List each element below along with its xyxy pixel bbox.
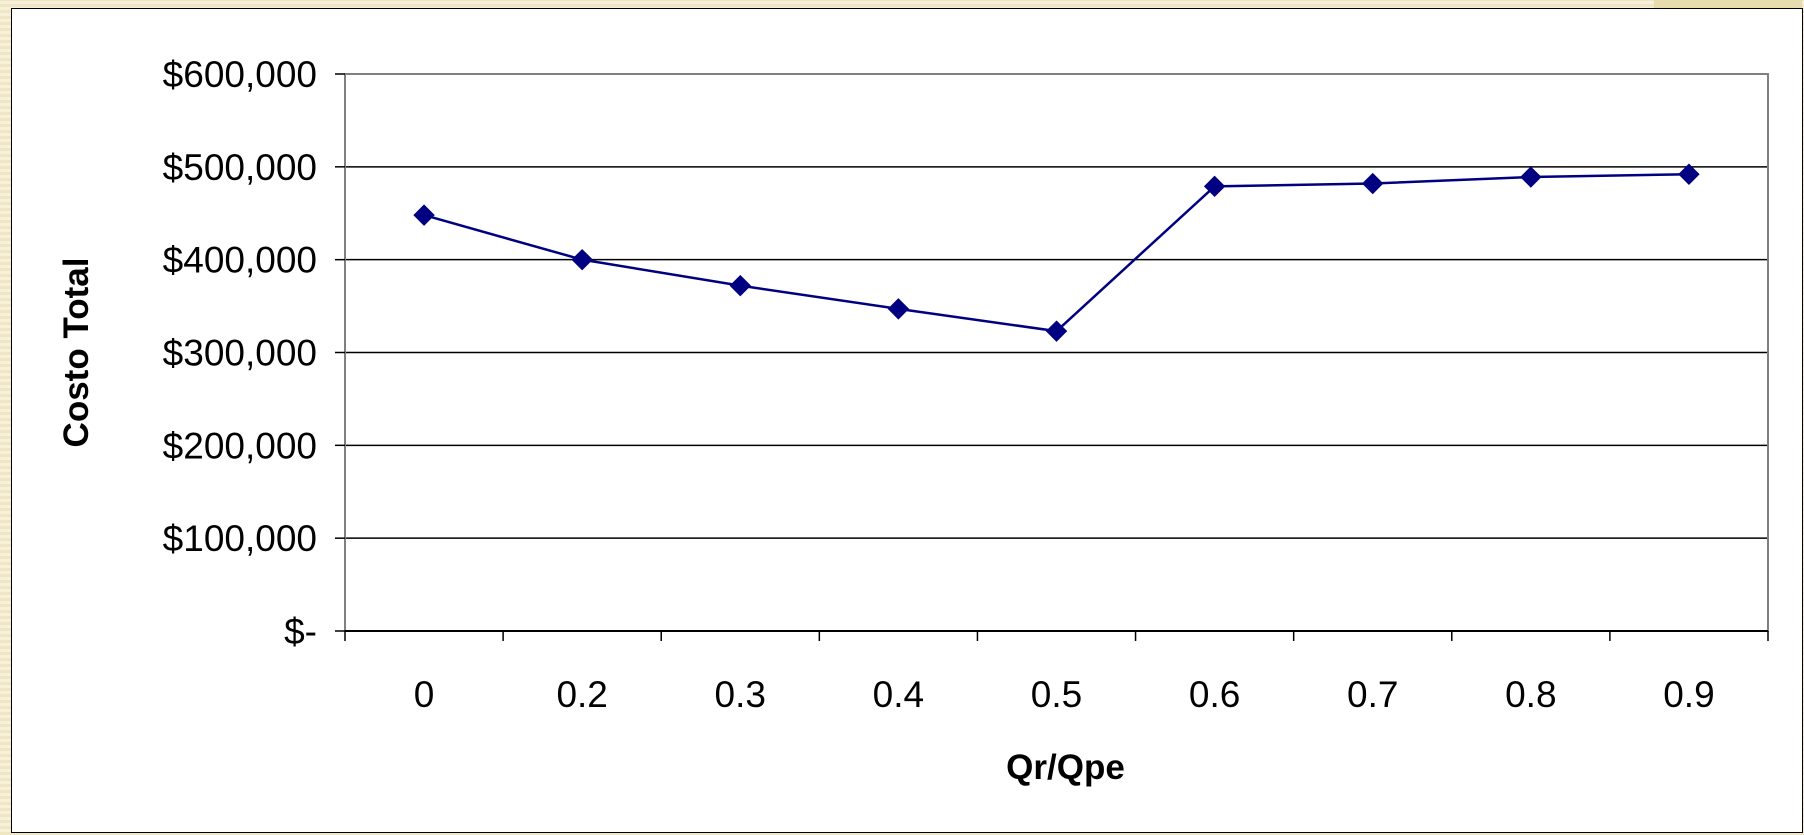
x-tick-label: 0.3 — [715, 674, 766, 715]
y-axis-title: Costo Total — [57, 258, 96, 448]
y-tick-label: $100,000 — [163, 518, 317, 559]
x-tick-label: 0.6 — [1189, 674, 1240, 715]
data-point-marker — [729, 274, 751, 297]
slide-corner-tab — [1654, 0, 1802, 10]
x-tick-label: 0 — [414, 674, 435, 715]
chart-frame — [11, 8, 1803, 833]
data-point-marker — [571, 248, 593, 271]
axes — [335, 73, 1769, 641]
x-tick-label: 0.2 — [556, 674, 607, 715]
x-tick-label: 0.9 — [1663, 674, 1714, 715]
x-axis-title: Qr/Qpe — [1006, 748, 1125, 787]
data-point-marker — [1678, 163, 1700, 185]
tick-labels: $- $100,000 $200,000 $300,000 $400,000 $500,0… — [163, 54, 1715, 715]
series-line — [423, 173, 1689, 333]
x-tick-label: 0.5 — [1031, 674, 1082, 715]
data-point-marker — [413, 204, 435, 226]
data-point-marker — [1045, 320, 1068, 342]
gridlines — [345, 73, 1768, 539]
y-tick-label: $200,000 — [163, 425, 317, 466]
x-tick-label: 0.8 — [1505, 674, 1556, 715]
data-point-marker — [1362, 172, 1384, 195]
y-tick-label: $- — [284, 611, 317, 652]
y-tick-label: $300,000 — [163, 333, 317, 374]
x-tick-label: 0.4 — [873, 674, 924, 715]
data-point-marker — [1520, 166, 1542, 188]
data-point-marker — [887, 298, 910, 320]
data-series — [413, 163, 1700, 342]
x-tick-label: 0.7 — [1347, 674, 1398, 715]
y-tick-label: $400,000 — [163, 240, 317, 281]
y-tick-label: $600,000 — [163, 54, 317, 95]
y-tick-label: $500,000 — [163, 147, 317, 188]
data-point-marker — [1203, 175, 1226, 198]
